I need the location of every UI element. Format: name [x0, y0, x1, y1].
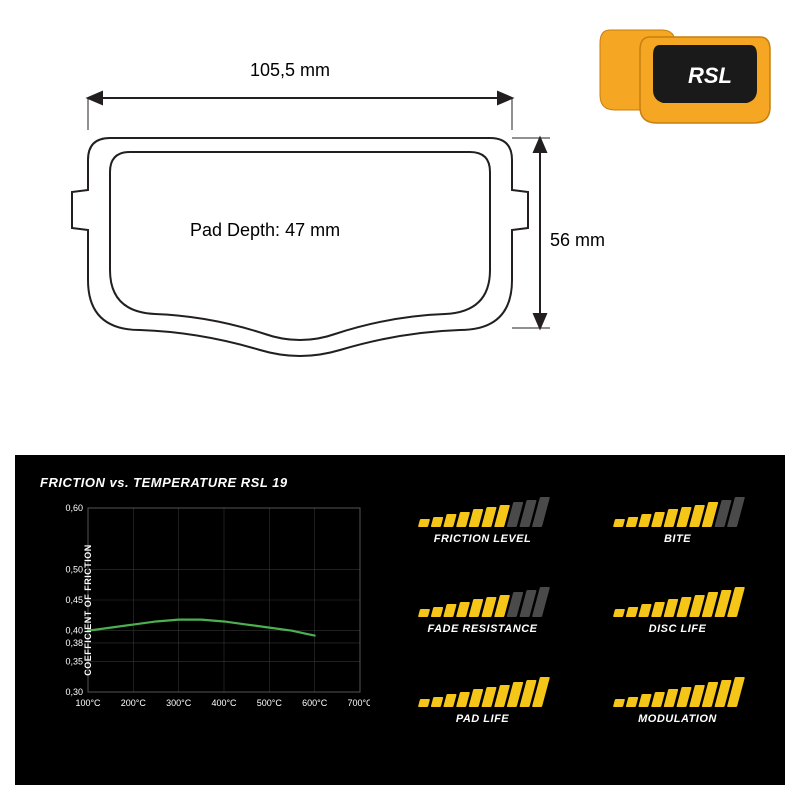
svg-text:0,60: 0,60	[65, 503, 83, 513]
rating-bars	[419, 675, 546, 707]
svg-text:100°C: 100°C	[75, 698, 101, 708]
rating-bar	[626, 697, 639, 707]
rating-block: BITE	[595, 495, 760, 565]
pad-outline-drawing	[40, 80, 600, 400]
technical-drawing-section: RSL 105,5 mm 56 mm Pad Depth: 47 mm	[0, 0, 800, 430]
rating-bar	[431, 697, 444, 707]
rating-block: MODULATION	[595, 675, 760, 745]
rating-block: FRICTION LEVEL	[400, 495, 565, 565]
svg-text:300°C: 300°C	[166, 698, 192, 708]
rating-bar	[626, 607, 639, 617]
outline-svg	[40, 80, 600, 400]
svg-text:0,45: 0,45	[65, 595, 83, 605]
svg-text:600°C: 600°C	[302, 698, 328, 708]
rating-bar	[638, 604, 651, 617]
rating-label: MODULATION	[638, 713, 717, 725]
brand-logo-text: RSL	[688, 63, 732, 88]
rating-bar	[626, 517, 639, 527]
product-brake-pad-image: RSL	[580, 10, 780, 140]
performance-panel: FRICTION vs. TEMPERATURE RSL 19 COEFFICI…	[15, 455, 785, 785]
rating-bar	[418, 519, 430, 527]
svg-text:0,50: 0,50	[65, 564, 83, 574]
rating-label: PAD LIFE	[456, 713, 509, 725]
svg-text:0,35: 0,35	[65, 656, 83, 666]
rating-bar	[418, 699, 430, 707]
rating-bars	[614, 495, 741, 527]
width-dimension-label: 105,5 mm	[80, 60, 500, 81]
svg-text:400°C: 400°C	[211, 698, 237, 708]
rating-bar	[613, 699, 625, 707]
svg-text:0,30: 0,30	[65, 687, 83, 697]
rating-block: FADE RESISTANCE	[400, 585, 565, 655]
rating-label: BITE	[664, 533, 691, 545]
rating-bar	[638, 514, 651, 527]
ratings-grid: FRICTION LEVEL BITE FADE RESISTANCE DISC LI…	[370, 475, 770, 765]
svg-text:200°C: 200°C	[121, 698, 147, 708]
rating-label: FADE RESISTANCE	[428, 623, 538, 635]
rating-bar	[443, 694, 456, 707]
rating-bars	[419, 585, 546, 617]
brake-pad-svg: RSL	[580, 10, 780, 140]
rating-bars	[419, 495, 546, 527]
rating-bar	[613, 519, 625, 527]
rating-block: DISC LIFE	[595, 585, 760, 655]
svg-text:0,38: 0,38	[65, 638, 83, 648]
svg-text:500°C: 500°C	[257, 698, 283, 708]
chart-title: FRICTION vs. TEMPERATURE RSL 19	[40, 475, 370, 490]
rating-label: DISC LIFE	[649, 623, 707, 635]
rating-bar	[638, 694, 651, 707]
rating-block: PAD LIFE	[400, 675, 565, 745]
svg-text:700°C: 700°C	[347, 698, 370, 708]
svg-text:0,40: 0,40	[65, 626, 83, 636]
rating-label: FRICTION LEVEL	[434, 533, 531, 545]
rating-bars	[614, 585, 741, 617]
rating-bar	[418, 609, 430, 617]
friction-chart-svg: 0,60 0,50 0,45 0,40 0,38 0,35 0,30100°C 200°C 30…	[50, 500, 370, 720]
friction-chart-area: FRICTION vs. TEMPERATURE RSL 19 COEFFICI…	[30, 475, 370, 765]
y-axis-label: COEFFICIENT OF FRICTION	[83, 544, 93, 676]
rating-bar	[443, 604, 456, 617]
chart-box: COEFFICIENT OF FRICTION 0,60 0,50 0,45 0,40…	[50, 500, 370, 720]
rating-bar	[431, 517, 444, 527]
rating-bars	[614, 675, 741, 707]
rating-bar	[613, 609, 625, 617]
rating-bar	[443, 514, 456, 527]
rating-bar	[431, 607, 444, 617]
